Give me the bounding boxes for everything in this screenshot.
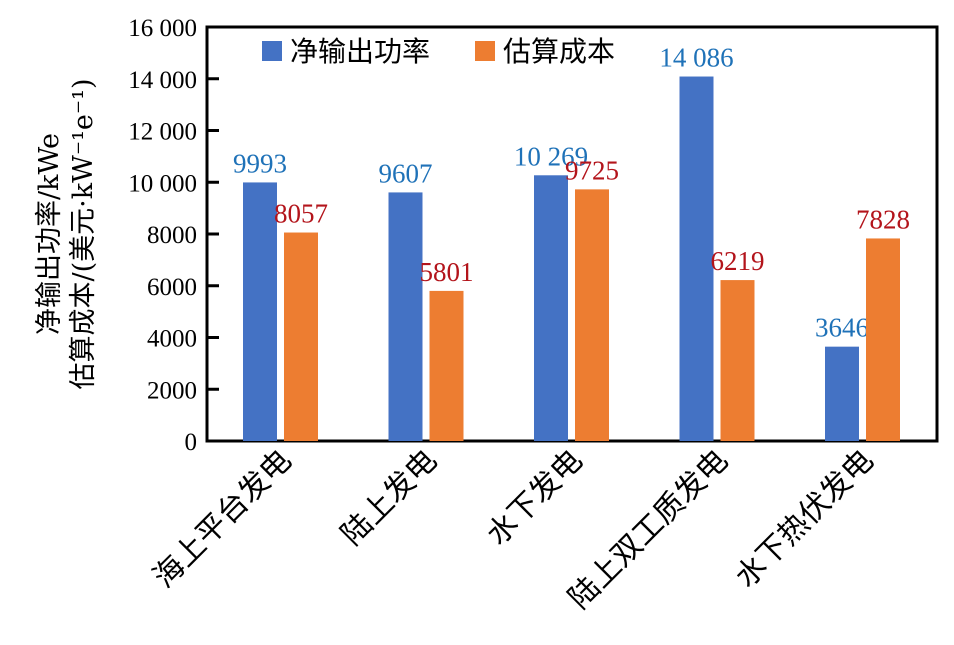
y-tick-label: 16 000	[128, 15, 197, 42]
data-label: 9725	[565, 155, 619, 185]
x-tick-label: 水下发电	[480, 443, 590, 553]
x-tick-label: 陆上发电	[335, 443, 445, 553]
data-label: 9607	[379, 158, 433, 188]
data-label: 7828	[856, 204, 910, 234]
data-label: 10 269	[514, 141, 588, 171]
y-tick-label: 6000	[147, 274, 197, 301]
bar-cost	[866, 238, 900, 441]
bar-cost	[720, 280, 755, 441]
data-label: 14 086	[659, 43, 733, 73]
x-tick-label: 水下热伏发电	[729, 443, 881, 595]
legend-label-power: 净输出功率	[290, 35, 430, 68]
bar-power	[825, 346, 859, 441]
y-tick-label: 14 000	[128, 67, 197, 94]
legend-swatch-power	[262, 41, 282, 61]
y-tick-label: 12 000	[128, 119, 197, 146]
data-label: 8057	[274, 199, 328, 229]
y-axis-label-line1: 净输出功率/kWe	[34, 133, 65, 335]
bar-power	[388, 192, 423, 441]
legend-label-cost: 估算成本	[503, 35, 615, 68]
y-tick-label: 8000	[147, 222, 197, 249]
data-label: 6219	[711, 246, 765, 276]
y-tick-label: 0	[185, 429, 198, 456]
y-axis-label-line2: 估算成本/(美元·kW⁻¹e⁻¹)	[68, 79, 99, 390]
data-label: 5801	[420, 257, 474, 287]
legend-swatch-cost	[475, 41, 495, 61]
y-tick-label: 2000	[147, 377, 197, 404]
data-label: 3646	[815, 313, 869, 343]
bar-power	[679, 76, 714, 441]
bar-power	[243, 182, 277, 441]
bar-power	[534, 175, 568, 442]
data-label: 9993	[233, 148, 287, 178]
y-tick-label: 10 000	[128, 170, 197, 197]
bar-cost	[429, 290, 464, 441]
y-tick-label: 4000	[147, 326, 197, 353]
bar-cost	[575, 189, 609, 441]
bar-cost	[284, 232, 318, 441]
x-tick-label: 海上平台发电	[147, 443, 299, 595]
